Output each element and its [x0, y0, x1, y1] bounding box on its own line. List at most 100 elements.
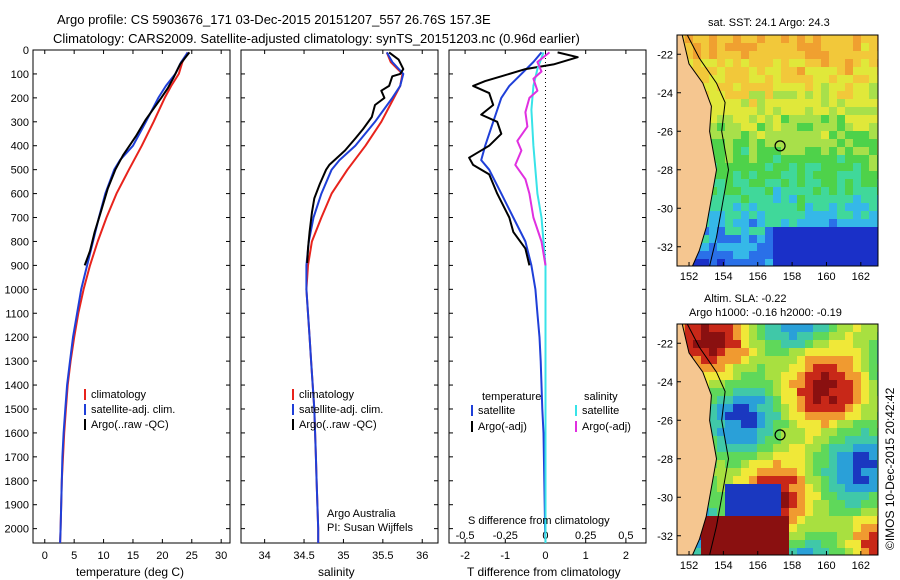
map-cell — [725, 43, 734, 52]
map-cell — [733, 51, 742, 60]
map-cell — [861, 460, 870, 469]
map-cell — [837, 195, 846, 204]
map-cell — [789, 91, 798, 100]
map-cell — [813, 524, 822, 533]
map-cell — [733, 203, 742, 212]
map-cell — [757, 372, 766, 381]
map-cell — [837, 372, 846, 381]
depth-tick-label: 1500 — [5, 404, 29, 416]
map-cell — [805, 187, 814, 196]
map-cell — [789, 404, 798, 413]
map-cell — [741, 324, 750, 333]
map-cell — [757, 59, 766, 68]
map-cell — [773, 35, 782, 44]
map-cell — [765, 420, 774, 429]
map-cell — [813, 227, 822, 236]
map-cell — [869, 548, 878, 555]
map-cell — [725, 516, 734, 525]
sst-map-title: sat. SST: 24.1 Argo: 24.3 — [708, 17, 830, 29]
map-cell — [821, 484, 830, 493]
map-cell — [829, 404, 838, 413]
map-cell — [701, 332, 710, 341]
map-cell — [821, 251, 830, 260]
map-cell — [733, 195, 742, 204]
map-cell — [757, 243, 766, 252]
map-cell — [813, 476, 822, 485]
map-cell — [733, 468, 742, 477]
map-cell — [789, 123, 798, 132]
map-cell — [805, 75, 814, 84]
map-cell — [797, 484, 806, 493]
map-cell — [733, 115, 742, 124]
map-cell — [797, 332, 806, 341]
map-cell — [717, 187, 726, 196]
map-cell — [733, 123, 742, 132]
map-cell — [837, 532, 846, 541]
map-cell — [797, 404, 806, 413]
map-cell — [765, 75, 774, 84]
map-cell — [805, 412, 814, 421]
map-cell — [853, 444, 862, 453]
map-cell — [861, 243, 870, 252]
map-cell — [853, 420, 862, 429]
map-cell — [861, 195, 870, 204]
map-cell — [821, 35, 830, 44]
map-cell — [773, 324, 782, 333]
map-cell — [805, 67, 814, 76]
map-cell — [837, 51, 846, 60]
map-cell — [797, 548, 806, 555]
map-cell — [733, 243, 742, 252]
map-cell — [853, 428, 862, 437]
map-cell — [789, 75, 798, 84]
map-cell — [805, 492, 814, 501]
map-cell — [869, 388, 878, 397]
map-cell — [749, 83, 758, 92]
map-cell — [821, 428, 830, 437]
depth-tick-label: 900 — [11, 260, 29, 272]
map-cell — [861, 468, 870, 477]
map-cell — [797, 468, 806, 477]
map-cell — [789, 243, 798, 252]
map-cell — [845, 203, 854, 212]
map-cell — [725, 476, 734, 485]
map-cell — [733, 548, 742, 555]
map-cell — [773, 524, 782, 533]
depth-tick-label: 1700 — [5, 452, 29, 464]
map-cell — [717, 468, 726, 477]
x-tick-label: -1 — [500, 550, 510, 562]
map-cell — [733, 99, 742, 108]
map-cell — [797, 139, 806, 148]
map-cell — [781, 51, 790, 60]
map-cell — [725, 348, 734, 357]
map-cell — [813, 115, 822, 124]
map-cell — [709, 388, 718, 397]
map-cell — [709, 51, 718, 60]
map-cell — [693, 259, 702, 266]
map-cell — [805, 396, 814, 405]
x-tick-label: 15 — [127, 550, 139, 562]
x-tick-label: 5 — [71, 550, 77, 562]
map-y-tick-label: -26 — [657, 415, 673, 427]
map-cell — [733, 364, 742, 373]
map-cell — [717, 35, 726, 44]
map-cell — [733, 147, 742, 156]
map-cell — [733, 235, 742, 244]
map-cell — [709, 340, 718, 349]
map-cell — [725, 99, 734, 108]
map-cell — [805, 500, 814, 509]
map-cell — [757, 251, 766, 260]
map-cell — [869, 51, 878, 60]
map-cell — [805, 43, 814, 52]
map-cell — [757, 235, 766, 244]
map-cell — [781, 524, 790, 533]
map-cell — [845, 356, 854, 365]
map-cell — [701, 324, 710, 333]
map-cell — [845, 91, 854, 100]
map-cell — [781, 356, 790, 365]
x-tick-label: 20 — [156, 550, 168, 562]
map-cell — [837, 460, 846, 469]
map-cell — [757, 332, 766, 341]
map-cell — [805, 348, 814, 357]
map-cell — [845, 131, 854, 140]
map-cell — [853, 91, 862, 100]
